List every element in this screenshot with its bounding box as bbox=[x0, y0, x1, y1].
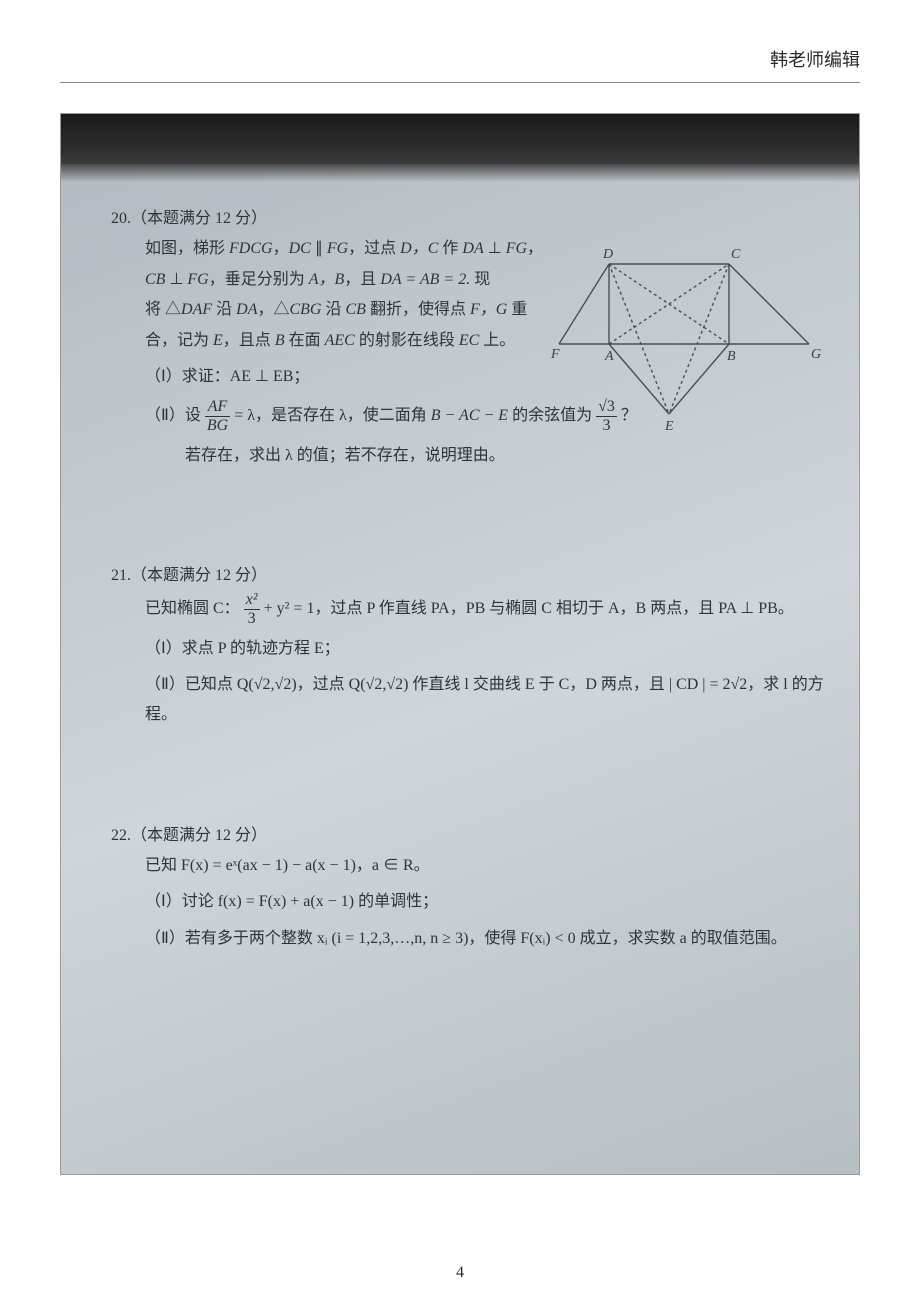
q20-diagram: F A B G D C E bbox=[549, 244, 829, 434]
math: DA bbox=[462, 240, 483, 257]
text: 已知椭圆 C： bbox=[145, 600, 240, 617]
q21-body: 已知椭圆 C： x² 3 + y² = 1，过点 P 作直线 PA，PB 与椭圆… bbox=[111, 591, 839, 730]
q20-part2-line1: （Ⅱ）设 AF BG = λ，是否存在 λ，使二面角 B − AC − E 的余… bbox=[145, 398, 549, 434]
text: ⊥ bbox=[165, 271, 187, 288]
question-22: 22.（本题满分 12 分） 已知 F(x) = eˣ(ax − 1) − a(… bbox=[111, 821, 839, 955]
math: B bbox=[275, 332, 285, 349]
fraction-af-bg: AF BG bbox=[205, 398, 230, 434]
frac-num: x² bbox=[244, 591, 260, 610]
math: DAF bbox=[181, 301, 212, 318]
text: 在面 bbox=[285, 332, 325, 349]
math: DC bbox=[289, 240, 311, 257]
math: FG bbox=[327, 240, 348, 257]
label-G: G bbox=[811, 347, 821, 362]
q20-line2: 将 △DAF 沿 DA，△CBG 沿 CB 翻折，使得点 F，G 重合，记为 E… bbox=[145, 295, 549, 356]
frac-num: AF bbox=[205, 398, 230, 417]
text: = λ，是否存在 λ，使二面角 bbox=[234, 407, 431, 424]
q22-part2: （Ⅱ）若有多于两个整数 xᵢ (i = 1,2,3,…,n, n ≥ 3)，使得… bbox=[145, 924, 839, 954]
text: 沿 bbox=[321, 301, 345, 318]
q20-part2-line2: 若存在，求出 λ 的值；若不存在，说明理由。 bbox=[145, 441, 549, 471]
math: CB bbox=[145, 271, 165, 288]
text: ， bbox=[527, 240, 543, 257]
text: 现 bbox=[470, 271, 490, 288]
label-F: F bbox=[550, 347, 560, 362]
frac-den: 3 bbox=[244, 610, 260, 628]
math: B − AC − E bbox=[431, 407, 508, 424]
math: E bbox=[213, 332, 223, 349]
math: DA bbox=[236, 301, 257, 318]
text: （Ⅱ）设 bbox=[145, 407, 201, 424]
math: FG bbox=[187, 271, 208, 288]
q21-head: 21.（本题满分 12 分） bbox=[111, 561, 839, 591]
text: ， bbox=[273, 240, 289, 257]
math: F，G bbox=[470, 301, 507, 318]
q21-part2: （Ⅱ）已知点 Q(√2,√2)，过点 Q(√2,√2) 作直线 l 交曲线 E … bbox=[145, 670, 839, 731]
document-page: 韩老师编辑 20.（本题满分 12 分） 如图，梯形 FDCG，DC ∥ FG，… bbox=[0, 0, 920, 1302]
q22-given: 已知 F(x) = eˣ(ax − 1) − a(x − 1)，a ∈ R。 bbox=[145, 851, 839, 881]
exam-content: 20.（本题满分 12 分） 如图，梯形 FDCG，DC ∥ FG，过点 D，C… bbox=[111, 204, 839, 1014]
header-right-text: 韩老师编辑 bbox=[770, 50, 860, 70]
text: 上。 bbox=[479, 332, 515, 349]
q22-head: 22.（本题满分 12 分） bbox=[111, 821, 839, 851]
text: 翻折，使得点 bbox=[366, 301, 470, 318]
text: + y² = 1，过点 P 作直线 PA，PB 与椭圆 C 相切于 A，B 两点… bbox=[264, 600, 794, 617]
text: 作 bbox=[438, 240, 462, 257]
text: 沿 bbox=[212, 301, 236, 318]
math: FDCG bbox=[229, 240, 273, 257]
scanned-photo-region: 20.（本题满分 12 分） 如图，梯形 FDCG，DC ∥ FG，过点 D，C… bbox=[60, 113, 860, 1175]
math: AEC bbox=[325, 332, 355, 349]
label-E: E bbox=[664, 419, 674, 434]
label-D: D bbox=[602, 247, 613, 262]
q20-line1: 如图，梯形 FDCG，DC ∥ FG，过点 D，C 作 DA ⊥ FG，CB ⊥… bbox=[145, 234, 549, 295]
geometry-figure: F A B G D C E bbox=[549, 244, 829, 434]
page-number: 4 bbox=[0, 1264, 920, 1282]
photo-top-dark-bar bbox=[61, 114, 859, 164]
question-21: 21.（本题满分 12 分） 已知椭圆 C： x² 3 + y² = 1，过点 … bbox=[111, 561, 839, 731]
label-B: B bbox=[727, 349, 736, 364]
frac-den: BG bbox=[205, 417, 230, 435]
math: FG bbox=[506, 240, 527, 257]
text: ∥ bbox=[311, 240, 327, 257]
q20-part1: （Ⅰ）求证：AE ⊥ EB； bbox=[145, 362, 549, 392]
fraction-x2-3: x² 3 bbox=[244, 591, 260, 627]
text: 将 △ bbox=[145, 301, 181, 318]
page-header: 韩老师编辑 bbox=[60, 40, 860, 83]
text: ⊥ bbox=[484, 240, 506, 257]
text: ，△ bbox=[257, 301, 289, 318]
photo-shadow bbox=[61, 164, 859, 182]
label-C: C bbox=[731, 247, 741, 262]
question-20: 20.（本题满分 12 分） 如图，梯形 FDCG，DC ∥ FG，过点 D，C… bbox=[111, 204, 839, 471]
math: D，C bbox=[400, 240, 438, 257]
q22-part1: （Ⅰ）讨论 f(x) = F(x) + a(x − 1) 的单调性； bbox=[145, 887, 839, 917]
math: A，B bbox=[309, 271, 345, 288]
text: 如图，梯形 bbox=[145, 240, 229, 257]
label-A: A bbox=[604, 349, 614, 364]
q20-head: 20.（本题满分 12 分） bbox=[111, 204, 839, 234]
math: CB bbox=[346, 301, 366, 318]
text: ，且 bbox=[344, 271, 380, 288]
text: ，过点 bbox=[348, 240, 400, 257]
q21-given: 已知椭圆 C： x² 3 + y² = 1，过点 P 作直线 PA，PB 与椭圆… bbox=[145, 591, 839, 627]
text: ，且点 bbox=[223, 332, 275, 349]
math: CBG bbox=[289, 301, 321, 318]
q22-body: 已知 F(x) = eˣ(ax − 1) − a(x − 1)，a ∈ R。 （… bbox=[111, 851, 839, 954]
text: 的射影在线段 bbox=[355, 332, 459, 349]
text: ，垂足分别为 bbox=[209, 271, 309, 288]
math: EC bbox=[459, 332, 479, 349]
math: DA = AB = 2. bbox=[380, 271, 470, 288]
q21-part1: （Ⅰ）求点 P 的轨迹方程 E； bbox=[145, 634, 839, 664]
